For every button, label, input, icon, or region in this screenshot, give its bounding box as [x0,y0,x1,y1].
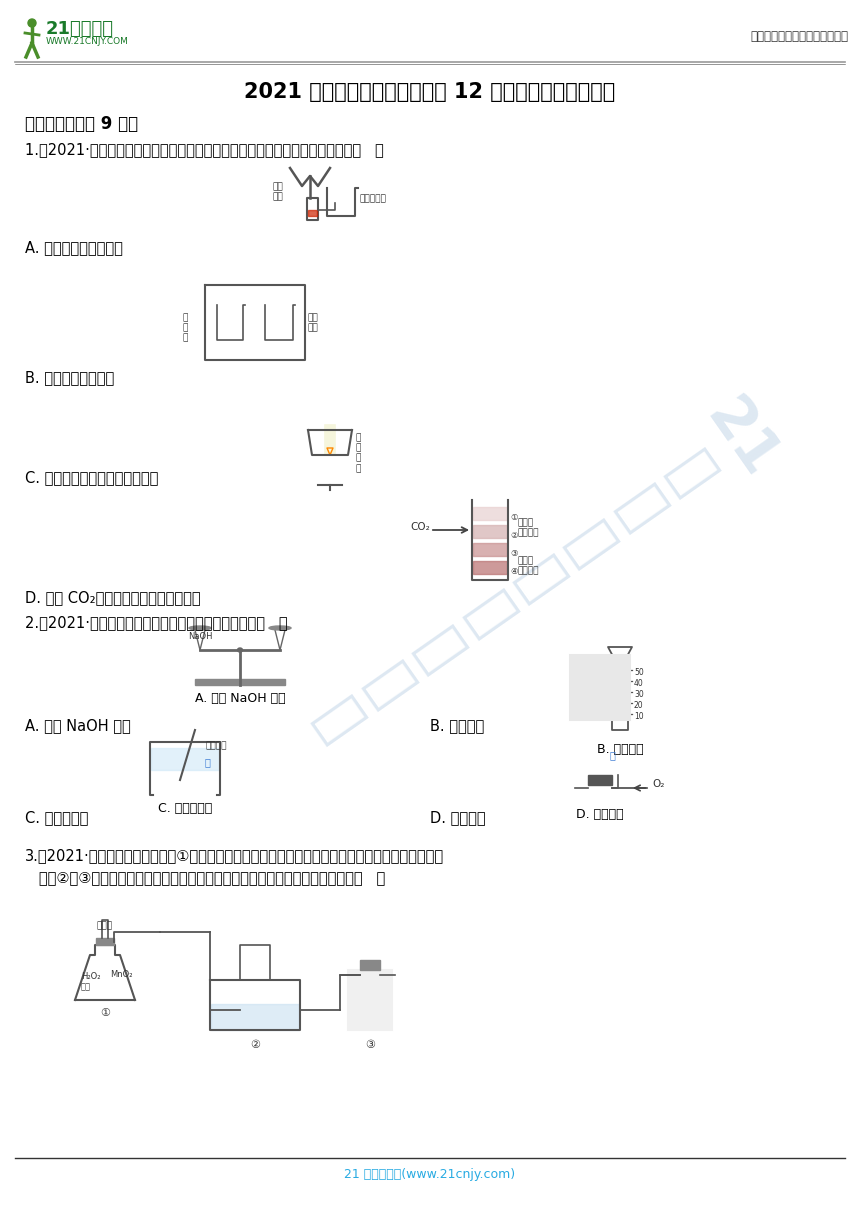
Ellipse shape [28,19,36,27]
Text: 21 世纪教育网(www.21cnjy.com): 21 世纪教育网(www.21cnjy.com) [345,1169,515,1181]
Bar [473,507,507,520]
Text: WWW.21CNJY.COM: WWW.21CNJY.COM [46,36,129,46]
Text: A. 探究木炭还原氧化铜: A. 探究木炭还原氧化铜 [25,240,123,255]
Text: 湿润的
石蕊试纸: 湿润的 石蕊试纸 [518,556,539,575]
Text: 干燥的
石蕊试纸: 干燥的 石蕊试纸 [518,518,539,537]
Text: 10: 10 [634,713,643,721]
Text: ②: ② [250,1040,260,1049]
Text: 20: 20 [634,700,643,710]
Text: ①: ① [510,513,518,522]
Ellipse shape [189,626,211,630]
Text: 动。②和③为氧气的收集装置。小金欲制取一瓶干燥的氧气，下列分析正确的是（   ）: 动。②和③为氧气的收集装置。小金欲制取一瓶干燥的氧气，下列分析正确的是（ ） [25,869,385,885]
Text: 2.（2021·柯桥模拟）下列图示实验操作中，正确的是（   ）: 2.（2021·柯桥模拟）下列图示实验操作中，正确的是（ ） [25,615,287,630]
Text: 21
世
纪
教
考
精
选
资
料: 21 世 纪 教 考 精 选 资 料 [292,389,788,771]
Text: CO₂: CO₂ [410,522,430,533]
Text: H₂O₂
溶液: H₂O₂ 溶液 [81,972,101,991]
Text: 酚酞
溶液: 酚酞 溶液 [307,313,317,332]
Text: D. 收集氧气: D. 收集氧气 [430,810,486,824]
Text: 一、单选题（共 9 题）: 一、单选题（共 9 题） [25,116,138,133]
Text: MnO₂: MnO₂ [110,970,132,979]
Text: 1.（2021·柯桥模拟）下图表示的创新实验方案设计中，不能达到实验目的的是（   ）: 1.（2021·柯桥模拟）下图表示的创新实验方案设计中，不能达到实验目的的是（ … [25,142,384,157]
Text: 40: 40 [634,679,644,688]
Text: ④: ④ [510,567,518,576]
Text: ②: ② [510,531,518,540]
Text: B. 探究分子运动现象: B. 探究分子运动现象 [25,370,114,385]
Text: D. 探究 CO₂能与水反应且密度比空气大: D. 探究 CO₂能与水反应且密度比空气大 [25,590,200,606]
Bar [195,679,285,685]
Text: ③: ③ [510,548,518,558]
Text: NaOH: NaOH [187,632,212,641]
Ellipse shape [269,626,291,630]
Text: C. 浓硫酸稀释: C. 浓硫酸稀释 [158,803,212,815]
Text: 澄清石灰水: 澄清石灰水 [360,195,387,203]
Bar [360,959,380,970]
Text: 中小学教育资源及组卷应用平台: 中小学教育资源及组卷应用平台 [750,30,848,43]
Text: ①: ① [100,1008,110,1018]
Text: C. 浓硫酸稀释: C. 浓硫酸稀释 [25,810,89,824]
Bar [308,210,317,216]
Text: A. 称量 NaOH 固体: A. 称量 NaOH 固体 [194,692,286,705]
Text: 30: 30 [634,689,644,699]
Text: D. 收集氧气: D. 收集氧气 [576,807,624,821]
Text: 黑色
粉末: 黑色 粉末 [273,182,284,202]
Bar [211,1004,299,1030]
Text: ③: ③ [365,1040,375,1049]
Text: 干
冷
烧
杯: 干 冷 烧 杯 [355,433,360,473]
Ellipse shape [237,648,243,652]
Text: 浓
氨
水: 浓 氨 水 [182,313,187,343]
Text: 一浓硫酸: 一浓硫酸 [205,742,226,750]
Text: 水: 水 [610,750,616,760]
Text: 21世纪教育: 21世纪教育 [46,19,114,38]
Bar [588,775,612,786]
Bar [473,525,507,537]
Bar [473,544,507,556]
Bar [473,561,507,574]
Bar [348,970,392,1030]
Bar [96,938,114,945]
Text: A. 称量 NaOH 固体: A. 称量 NaOH 固体 [25,717,131,733]
Text: 2021 年最新一模二模试题重组 12 空气、氧气、二氧化碳: 2021 年最新一模二模试题重组 12 空气、氧气、二氧化碳 [244,81,616,102]
Bar [570,655,630,720]
Bar [325,426,335,455]
Text: B. 配制溶液: B. 配制溶液 [430,717,484,733]
Bar [151,748,219,770]
Text: 3.（2021·下城模拟）如图所示，①为制取氧气的发生装置（气密性良好），其中的燃烧匙可以上下移: 3.（2021·下城模拟）如图所示，①为制取氧气的发生装置（气密性良好），其中的… [25,848,444,863]
Text: 50: 50 [634,668,644,677]
Text: B. 配制溶液: B. 配制溶液 [597,743,643,756]
Text: 水: 水 [205,758,211,767]
Text: C. 探究石蜡中含碳、氢、氧元素: C. 探究石蜡中含碳、氢、氧元素 [25,471,158,485]
Text: 碱石灰: 碱石灰 [97,922,113,930]
Text: O₂: O₂ [652,779,665,789]
